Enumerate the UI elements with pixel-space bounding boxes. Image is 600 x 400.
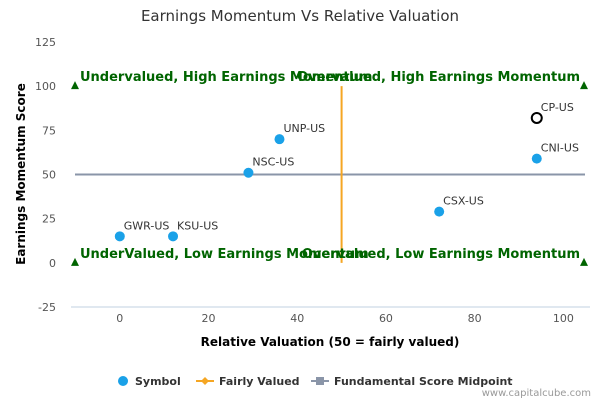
quadrant-marker-triangle [580, 81, 588, 90]
quadrant-marker-triangle [580, 257, 588, 266]
quadrant-label-bottom-right: Overvalued, Low Earnings Momentum [302, 247, 580, 262]
legend-midpoint-label: Fundamental Score Midpoint [334, 375, 513, 388]
y-tick-label: -25 [38, 301, 56, 314]
legend-fair-value-diamond-icon [201, 377, 209, 385]
watermark: www.capitalcube.com [482, 388, 591, 399]
data-point-label: CSX-US [443, 195, 484, 208]
x-tick-label: 20 [202, 312, 216, 325]
y-axis-label: Earnings Momentum Score [14, 83, 28, 265]
data-point-label: CP-US [541, 101, 574, 114]
x-tick-label: 100 [553, 312, 574, 325]
data-point-label: CNI-US [541, 142, 579, 155]
data-point-label: UNP-US [283, 122, 325, 135]
data-point[interactable] [168, 231, 179, 242]
data-point[interactable] [434, 206, 445, 217]
chart-title: Earnings Momentum Vs Relative Valuation [141, 7, 459, 25]
data-point[interactable] [114, 231, 125, 242]
quadrant-label-bottom-left: UnderValued, Low Earnings Momentum [80, 247, 369, 262]
quadrant-marker-triangle [71, 81, 79, 90]
y-tick-label: 0 [49, 257, 56, 270]
data-point-label: KSU-US [177, 219, 218, 232]
legend-midpoint-square-icon [316, 377, 324, 385]
data-point[interactable] [274, 134, 285, 145]
y-tick-label: 25 [42, 213, 56, 226]
data-point-label: NSC-US [252, 156, 294, 169]
legend: Symbol Fairly Valued Fundamental Score Mid… [118, 375, 513, 388]
legend-fair-value-label: Fairly Valued [219, 375, 300, 388]
y-tick-label: 75 [42, 124, 56, 137]
quadrant-label-top-left: Undervalued, High Earnings Momentum [80, 70, 372, 85]
x-tick-label: 0 [116, 312, 123, 325]
legend-symbol-marker [118, 376, 128, 386]
data-point[interactable] [243, 167, 254, 178]
quadrant-marker-triangle [71, 257, 79, 266]
y-tick-label: 125 [35, 36, 56, 49]
data-point[interactable] [531, 153, 542, 164]
x-tick-label: 40 [290, 312, 304, 325]
x-tick-label: 80 [468, 312, 482, 325]
y-tick-label: 100 [35, 80, 56, 93]
legend-symbol-label: Symbol [135, 375, 181, 388]
x-axis-label: Relative Valuation (50 = fairly valued) [201, 335, 460, 349]
data-point-label: GWR-US [124, 219, 170, 232]
quadrant-label-top-right: Overvalued, High Earnings Momentum [297, 70, 580, 85]
y-tick-label: 50 [42, 169, 56, 182]
x-tick-label: 60 [379, 312, 393, 325]
data-point-highlighted[interactable] [530, 111, 543, 124]
